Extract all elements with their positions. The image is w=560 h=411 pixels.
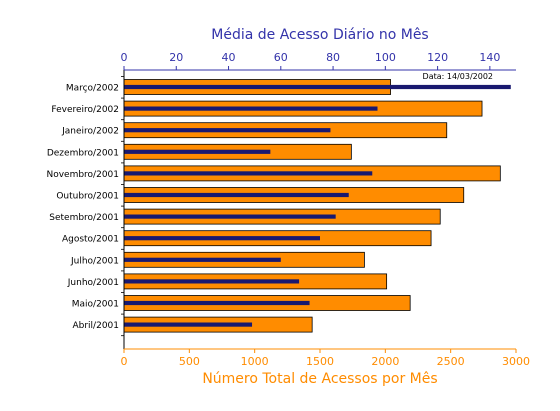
bar-daily-2 <box>124 106 378 111</box>
category-label: Janeiro/2002 <box>61 127 119 137</box>
bar-daily-1 <box>124 84 511 90</box>
bottom-tick-label: 2500 <box>437 355 465 368</box>
category-label: Maio/2001 <box>72 300 119 310</box>
bottom-tick-label: 1000 <box>241 355 269 368</box>
top-tick-label: 20 <box>169 51 183 64</box>
category-label: Outubro/2001 <box>56 192 119 202</box>
bar-daily-7 <box>124 214 336 219</box>
top-tick-label: 60 <box>274 51 288 64</box>
top-tick-label: 40 <box>222 51 236 64</box>
bar-daily-3 <box>124 128 331 133</box>
bottom-tick-label: 1500 <box>306 355 334 368</box>
bar-daily-6 <box>124 192 349 198</box>
bar-daily-4 <box>124 149 271 154</box>
category-label: Dezembro/2001 <box>47 148 119 158</box>
category-label: Setembro/2001 <box>49 213 119 223</box>
x-axis-title: Número Total de Acessos por Mês <box>202 371 437 387</box>
bar-daily-12 <box>124 322 253 327</box>
bar-daily-8 <box>124 236 320 241</box>
chart-title: Média de Acesso Diário no Mês <box>211 27 428 43</box>
bottom-tick-label: 3000 <box>502 355 530 368</box>
bottom-tick-label: 500 <box>179 355 200 368</box>
bottom-tick-label: 2000 <box>371 355 399 368</box>
bar-daily-5 <box>124 171 373 176</box>
top-tick-label: 0 <box>121 51 128 64</box>
bar-daily-11 <box>124 300 310 306</box>
category-label: Agosto/2001 <box>62 235 119 245</box>
bottom-tick-label: 0 <box>121 355 128 368</box>
top-tick-label: 120 <box>427 51 448 64</box>
category-label: Julho/2001 <box>70 256 119 266</box>
category-label: Novembro/2001 <box>46 170 119 180</box>
top-tick-label: 100 <box>375 51 396 64</box>
category-label: Junho/2001 <box>67 278 119 288</box>
date-label: Data: 14/03/2002 <box>423 72 493 81</box>
bar-daily-10 <box>124 279 300 284</box>
category-label: Fevereiro/2002 <box>51 105 119 115</box>
top-tick-label: 80 <box>326 51 340 64</box>
top-tick-label: 140 <box>479 51 500 64</box>
bar-daily-9 <box>124 257 281 262</box>
category-label: Abril/2001 <box>72 321 119 331</box>
plot-area: Março/2002 Fevereiro/2002 Janeiro/2002 Deze… <box>46 51 530 368</box>
category-label: Março/2002 <box>66 84 119 94</box>
